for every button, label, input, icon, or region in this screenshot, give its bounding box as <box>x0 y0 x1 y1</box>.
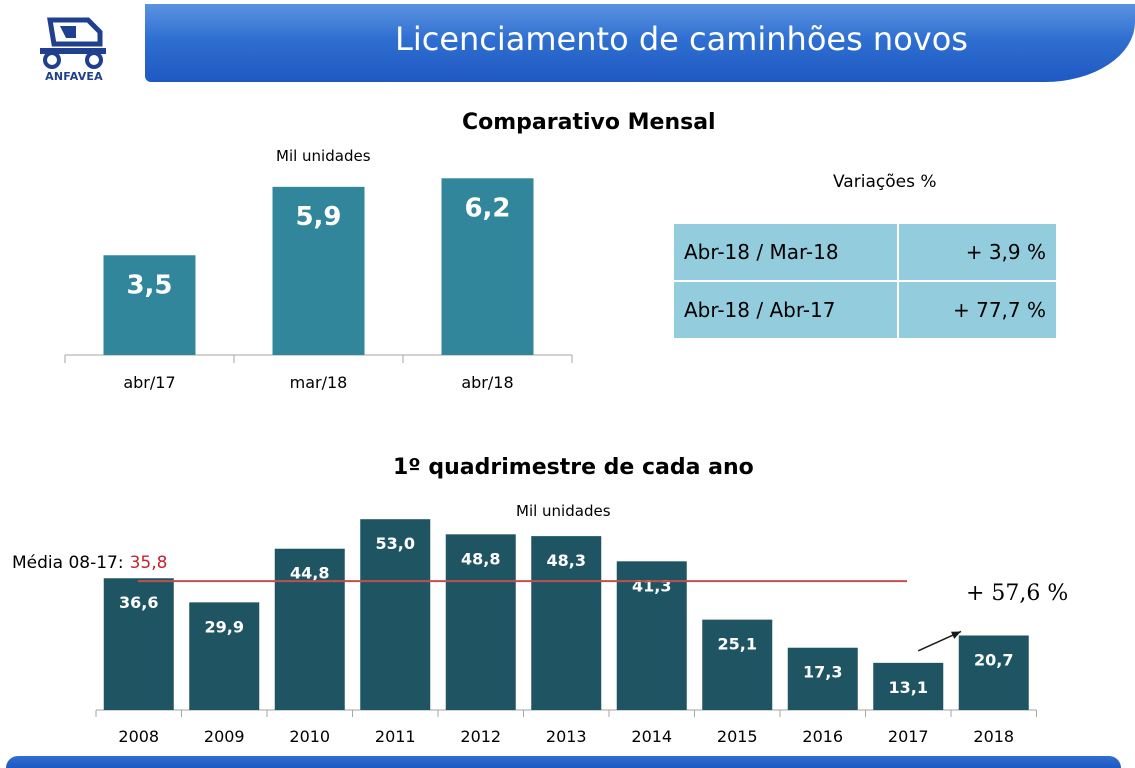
monthly-unit-label: Mil unidades <box>276 147 371 165</box>
bar <box>531 536 602 710</box>
data-label: 13,1 <box>889 678 928 697</box>
data-label: 6,2 <box>464 193 510 223</box>
data-label: 48,8 <box>461 549 500 568</box>
bar <box>272 186 365 355</box>
data-label: 25,1 <box>718 635 757 654</box>
title-banner: Licenciamento de caminhões novos <box>145 4 1135 82</box>
variation-value: + 3,9 % <box>897 222 1058 282</box>
data-label: 44,8 <box>290 564 329 583</box>
variation-value: + 77,7 % <box>897 280 1058 340</box>
monthly-chart-title: Comparativo Mensal <box>462 110 716 135</box>
variations-title: Variações % <box>833 172 937 192</box>
data-label: 41,3 <box>632 576 671 595</box>
table-row: Abr-18 / Abr-17 + 77,7 % <box>672 280 1058 340</box>
yearly-chart-title: 1º quadrimestre de cada ano <box>393 455 754 480</box>
data-label: 53,0 <box>376 534 415 553</box>
x-tick-label: 2009 <box>204 727 245 746</box>
data-label: 48,3 <box>547 551 586 570</box>
bar <box>873 662 944 710</box>
bar <box>445 534 516 710</box>
yearly-unit-label: Mil unidades <box>516 502 611 520</box>
x-tick-label: 2015 <box>717 727 758 746</box>
bar <box>274 548 345 710</box>
bar <box>958 635 1029 710</box>
page-title: Licenciamento de caminhões novos <box>395 20 968 58</box>
bar <box>103 578 174 710</box>
variation-label: Abr-18 / Abr-17 <box>672 280 899 340</box>
average-label-text: Média 08-17: <box>12 553 124 573</box>
data-label: 36,6 <box>119 593 158 612</box>
variations-table: Abr-18 / Mar-18 + 3,9 % Abr-18 / Abr-17 … <box>672 222 1058 340</box>
bar <box>189 602 260 710</box>
x-tick-label: 2014 <box>631 727 672 746</box>
data-label: 17,3 <box>803 663 842 682</box>
x-tick-label: 2013 <box>546 727 587 746</box>
data-label: 3,5 <box>126 270 172 300</box>
x-tick-label: 2012 <box>460 727 501 746</box>
x-tick-label: 2018 <box>973 727 1014 746</box>
growth-annotation: + 57,6 % <box>966 581 1069 606</box>
anfavea-logo: ANFAVEA <box>36 14 112 84</box>
bar <box>103 255 196 355</box>
table-row: Abr-18 / Mar-18 + 3,9 % <box>672 222 1058 282</box>
logo-text: ANFAVEA <box>45 70 103 83</box>
data-label: 20,7 <box>974 650 1013 669</box>
x-tick-label: abr/17 <box>123 373 175 392</box>
bar <box>360 519 431 710</box>
data-label: 5,9 <box>295 202 341 232</box>
data-label: 29,9 <box>205 617 244 636</box>
bar <box>787 647 858 710</box>
truck-logo-icon <box>40 17 106 69</box>
variation-label: Abr-18 / Mar-18 <box>672 222 899 282</box>
x-tick-label: abr/18 <box>461 373 513 392</box>
x-tick-label: 2008 <box>118 727 159 746</box>
x-tick-label: mar/18 <box>290 373 348 392</box>
average-value: 35,8 <box>129 553 168 573</box>
x-tick-label: 2011 <box>375 727 416 746</box>
x-tick-label: 2017 <box>888 727 929 746</box>
growth-arrow-head <box>951 631 961 639</box>
footer-bar <box>6 756 1121 768</box>
bar <box>616 561 687 710</box>
x-tick-label: 2016 <box>802 727 843 746</box>
bar <box>441 178 534 355</box>
x-tick-label: 2010 <box>289 727 330 746</box>
bar <box>702 619 773 710</box>
average-label: Média 08-17: 35,8 <box>12 553 167 573</box>
